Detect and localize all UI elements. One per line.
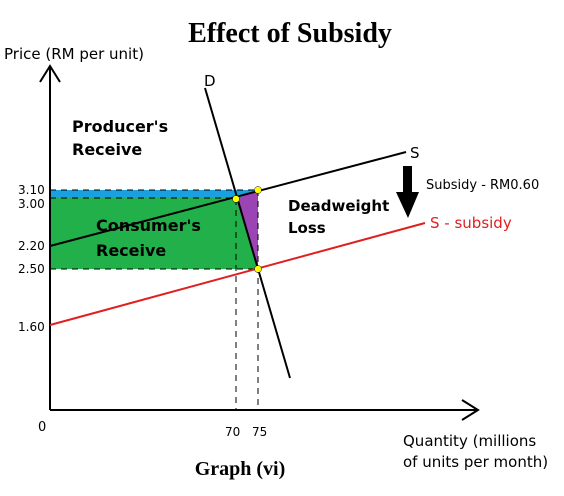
demand-curve xyxy=(204,87,291,379)
demand-label: D xyxy=(204,72,216,90)
deadweight-loss-label-line2: Loss xyxy=(288,219,326,237)
y-axis-arrow xyxy=(39,64,61,83)
consumer-receive-area xyxy=(50,198,258,269)
chart-title: Effect of Subsidy xyxy=(188,18,392,49)
y-axis-label: Price (RM per unit) xyxy=(4,45,144,63)
quantity-tick-75: 75 xyxy=(252,425,267,439)
x-axis-arrow xyxy=(461,399,480,421)
price-tick-300: 3.00 xyxy=(18,197,45,211)
supply-curve xyxy=(49,151,407,247)
price-tick-310: 3.10 xyxy=(18,183,45,197)
producer-receive-label-line1: Producer's xyxy=(72,117,168,136)
deadweight-loss-label-line1: Deadweight xyxy=(288,197,389,215)
subsidy-label: Subsidy - RM0.60 xyxy=(426,178,539,193)
consumer-receive-label-line1: Consumer's xyxy=(96,216,201,235)
supply-after-label: S - subsidy xyxy=(430,214,512,232)
x-axis-label-line2: of units per month) xyxy=(403,453,548,471)
supply-after-subsidy-curve xyxy=(49,222,426,326)
axes xyxy=(39,64,480,421)
consumer-receive-label-line2: Receive xyxy=(96,241,166,260)
equilibrium-point-before xyxy=(232,195,240,203)
origin-label: 0 xyxy=(38,420,46,435)
price-tick-220: 2.20 xyxy=(18,239,45,253)
x-axis-label-line1: Quantity (millions xyxy=(403,432,536,450)
price-tick-160: 1.60 xyxy=(18,320,45,334)
quantity-tick-70: 70 xyxy=(225,425,240,439)
subsidy-arrow xyxy=(396,166,419,218)
price-tick-250: 2.50 xyxy=(18,262,45,276)
supply-label: S xyxy=(410,144,420,162)
guide-lines xyxy=(50,189,259,410)
producer-receive-area xyxy=(50,190,258,198)
equilibrium-point-producer-price xyxy=(254,186,262,194)
equilibrium-point-after xyxy=(254,265,262,273)
graph-caption: Graph (vi) xyxy=(195,458,286,480)
producer-receive-label-line2: Receive xyxy=(72,140,142,159)
